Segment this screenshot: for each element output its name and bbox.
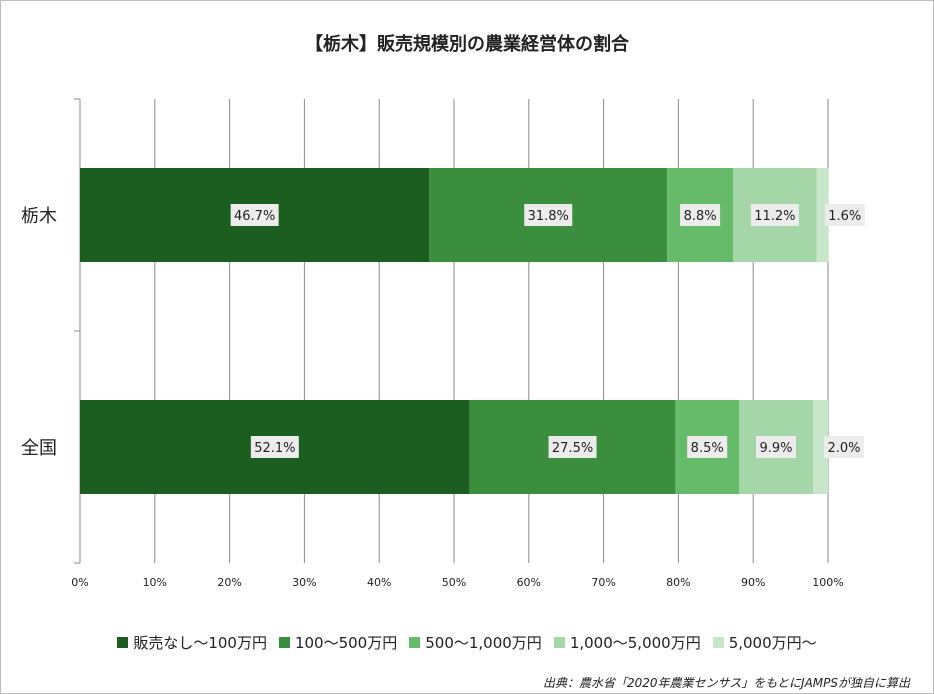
legend: 販売なし～100万円 100～500万円 500～1,000万円 1,000～5,00…: [0, 632, 934, 653]
data-label: 52.1%: [254, 441, 295, 456]
legend-swatch: [553, 637, 565, 648]
data-label-box: [824, 436, 864, 458]
data-label: 31.8%: [528, 209, 569, 224]
legend-swatch: [278, 637, 290, 648]
x-tick-label: 60%: [517, 576, 541, 589]
x-tick-label: 90%: [741, 576, 765, 589]
chart-title: 【栃木】販売規模別の農業経営体の割合: [305, 34, 629, 55]
data-label: 8.5%: [691, 441, 724, 456]
legend-label: 1,000～5,000万円: [569, 634, 701, 652]
x-tick-label: 40%: [367, 576, 391, 589]
legend-swatch: [117, 637, 129, 648]
data-label: 46.7%: [234, 209, 275, 224]
data-label-box: [750, 204, 799, 226]
data-label: 2.0%: [827, 441, 860, 456]
legend-label: 100～500万円: [294, 634, 398, 652]
data-label-box: [756, 436, 797, 458]
legend-label: 500～1,000万円: [425, 634, 542, 652]
legend-item: 1,000～5,000万円: [553, 632, 701, 653]
x-tick-label: 20%: [217, 576, 241, 589]
x-tick-label: 50%: [442, 576, 466, 589]
x-tick-label: 80%: [666, 576, 690, 589]
data-label: 11.2%: [754, 209, 795, 224]
legend-swatch: [409, 637, 421, 648]
legend-item: 500～1,000万円: [409, 632, 542, 653]
x-tick-label: 10%: [143, 576, 167, 589]
legend-item: 100～500万円: [278, 632, 398, 653]
data-label-box: [524, 204, 573, 226]
bar-segment: [813, 400, 828, 494]
data-label-box: [680, 204, 721, 226]
x-tick-label: 100%: [812, 576, 843, 589]
legend-swatch: [712, 637, 724, 648]
data-label: 1.6%: [828, 209, 861, 224]
bar-segment: [816, 168, 829, 262]
legend-label: 販売なし～100万円: [133, 634, 267, 652]
legend-item: 5,000万円～: [712, 632, 817, 653]
data-label: 27.5%: [552, 441, 593, 456]
data-label-box: [687, 436, 728, 458]
data-label-box: [230, 204, 279, 226]
data-label-box: [548, 436, 597, 458]
category-label: 栃木: [21, 206, 57, 227]
data-label: 9.9%: [759, 441, 792, 456]
data-label-box: [250, 436, 299, 458]
legend-label: 5,000万円～: [728, 634, 817, 652]
legend-item: 販売なし～100万円: [117, 632, 267, 653]
data-label-box: [824, 204, 865, 226]
source-note: 出典：農水省「2020年農業センサス」をもとにJAMPSが独自に算出: [542, 676, 910, 690]
data-label: 8.8%: [684, 209, 717, 224]
x-tick-label: 70%: [591, 576, 615, 589]
x-tick-label: 30%: [292, 576, 316, 589]
x-tick-label: 0%: [71, 576, 88, 589]
category-label: 全国: [21, 438, 57, 459]
